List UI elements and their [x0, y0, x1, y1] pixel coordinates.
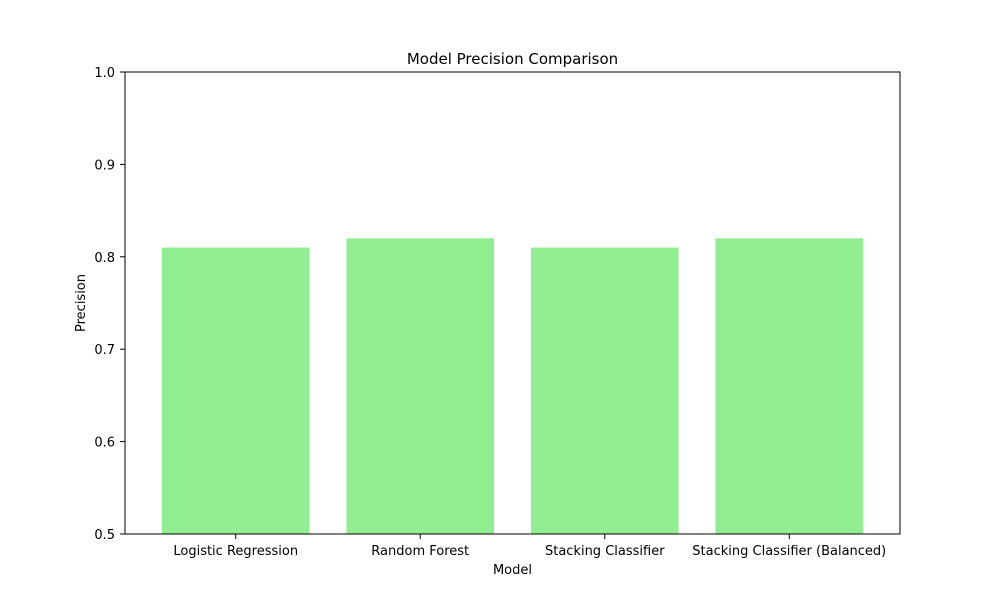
y-tick-label-5: 1.0 [94, 66, 115, 81]
y-tick-label-3: 0.8 [94, 251, 115, 266]
x-tick-label-0: Logistic Regression [173, 544, 298, 559]
y-tick-label-0: 0.5 [94, 528, 115, 543]
x-tick-label-1: Random Forest [371, 544, 469, 559]
x-tick-label-3: Stacking Classifier (Balanced) [692, 544, 886, 559]
bar-2 [530, 247, 679, 534]
y-axis-ticks: 0.5 0.6 0.7 0.8 0.9 1.0 [94, 66, 125, 543]
x-axis-ticks: Logistic Regression Random Forest Stacking… [173, 534, 886, 559]
bar-3 [715, 238, 864, 534]
y-axis-label: Precision [74, 274, 89, 332]
bar-1 [346, 238, 495, 534]
y-tick-label-2: 0.7 [94, 343, 115, 358]
y-tick-label-1: 0.6 [94, 436, 115, 451]
x-tick-label-2: Stacking Classifier [545, 544, 665, 559]
x-axis-label: Model [493, 563, 532, 578]
y-tick-label-4: 0.9 [94, 158, 115, 173]
plot-area-frame [124, 71, 901, 535]
bars-group [161, 238, 864, 534]
bar-0 [161, 247, 310, 534]
chart-title: Model Precision Comparison [407, 50, 618, 68]
